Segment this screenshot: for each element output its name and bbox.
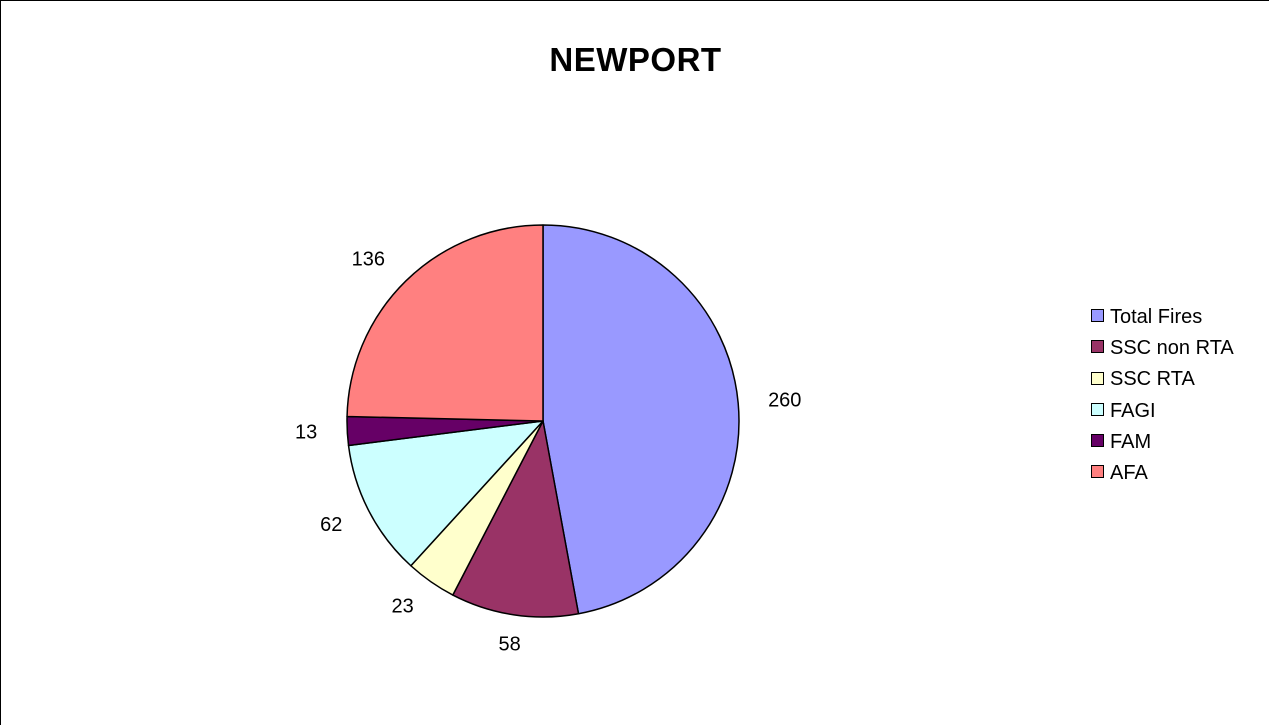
data-label-afa: 136 — [352, 248, 385, 270]
data-label-fam: 13 — [295, 422, 317, 444]
legend-swatch-total-fires — [1091, 309, 1104, 323]
pie-slice-ssc-non-rta — [452, 420, 580, 618]
legend-item-total-fires: Total Fires — [1091, 302, 1234, 333]
legend-item-afa: AFA — [1091, 458, 1234, 489]
data-label-ssc-rta: 23 — [391, 595, 413, 617]
legend-label: FAM — [1110, 430, 1152, 453]
legend-item-fagi: FAGI — [1091, 396, 1234, 427]
legend-swatch-ssc-non-rta — [1091, 340, 1104, 354]
data-label-ssc-non-rta: 58 — [499, 634, 521, 656]
pie-slice-afa — [346, 224, 544, 422]
legend-swatch-fagi — [1091, 402, 1104, 416]
legend-label: FAGI — [1110, 399, 1156, 422]
legend-label: Total Fires — [1110, 306, 1203, 328]
pie-slice-fagi — [347, 420, 544, 567]
legend-label: SSC non RTA — [1110, 337, 1234, 360]
legend-item-fam: FAM — [1091, 427, 1234, 458]
legend-swatch-ssc-rta — [1091, 371, 1104, 385]
legend-label: AFA — [1110, 461, 1148, 484]
legend-item-ssc-non-rta: SSC non RTA — [1091, 333, 1234, 364]
chart-title: NEWPORT — [549, 41, 722, 78]
legend-label: SSC RTA — [1110, 368, 1195, 391]
data-label-fagi: 62 — [320, 514, 342, 536]
legend-item-ssc-rta: SSC RTA — [1091, 364, 1234, 395]
legend-swatch-fam — [1091, 433, 1104, 447]
legend-swatch-afa — [1091, 465, 1104, 479]
pie-slice-total-fires — [542, 224, 740, 615]
chart-legend: Total Fires SSC non RTA SSC RTA FAGI FAM AFA — [1091, 302, 1234, 489]
data-label-total-fires: 260 — [768, 389, 801, 411]
